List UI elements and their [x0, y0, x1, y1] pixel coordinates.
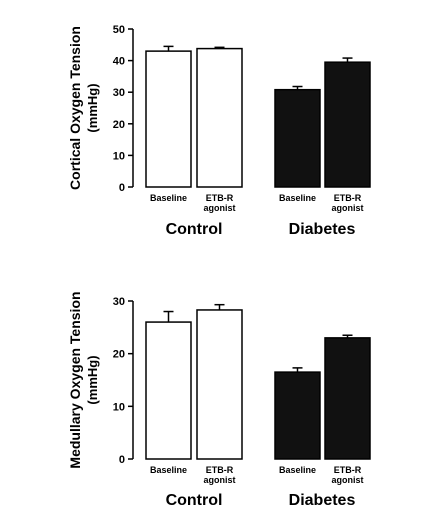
- y-axis-label: Cortical Oxygen Tension: [67, 26, 83, 190]
- cortical-chart: 0 10 20 30 40 50 Cortical Oxygen Tension (mmHg)…: [67, 24, 371, 238]
- bar: [324, 337, 371, 460]
- category-label: agonist: [203, 475, 235, 485]
- category-label: ETB-R: [206, 465, 234, 475]
- bar: [196, 309, 243, 460]
- category-label: Baseline: [150, 465, 187, 475]
- bar: [274, 371, 321, 460]
- y-axis-unit: (mmHg): [85, 355, 100, 404]
- category-label: agonist: [203, 203, 235, 213]
- category-label: Baseline: [279, 465, 316, 475]
- y-tick-label: 30: [113, 87, 125, 99]
- category-label: ETB-R: [334, 465, 362, 475]
- y-tick-label: 40: [113, 56, 125, 68]
- y-tick-label: 30: [113, 296, 125, 308]
- y-tick-label: 10: [113, 150, 125, 162]
- bar: [324, 61, 371, 188]
- category-label: ETB-R: [334, 193, 362, 203]
- medullary-chart: 0 10 20 30 Medullary Oxygen Tension (mmHg) Bas…: [67, 291, 371, 509]
- group-label: Control: [166, 492, 223, 509]
- category-label: ETB-R: [206, 193, 234, 203]
- bar: [145, 50, 192, 188]
- category-label: agonist: [331, 475, 363, 485]
- bar: [196, 47, 243, 188]
- category-label: agonist: [331, 203, 363, 213]
- y-axis-label: Medullary Oxygen Tension: [67, 291, 83, 468]
- bar: [274, 88, 321, 188]
- group-label: Diabetes: [289, 221, 356, 238]
- group-label: Diabetes: [289, 492, 356, 509]
- category-label: Baseline: [279, 193, 316, 203]
- y-axis-unit: (mmHg): [85, 83, 100, 132]
- y-tick-label: 0: [119, 454, 125, 466]
- y-tick-label: 10: [113, 401, 125, 413]
- y-tick-label: 20: [113, 119, 125, 131]
- y-tick-label: 50: [113, 24, 125, 36]
- group-label: Control: [166, 221, 223, 238]
- y-tick-label: 20: [113, 349, 125, 361]
- category-label: Baseline: [150, 193, 187, 203]
- y-tick-label: 0: [119, 182, 125, 194]
- bar: [145, 321, 192, 460]
